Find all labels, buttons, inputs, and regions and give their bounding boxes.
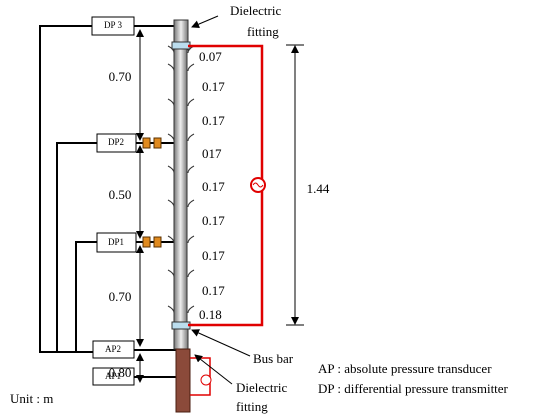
- instrument-label: DP 3: [104, 20, 122, 30]
- tap: [167, 133, 195, 142]
- tap-spacing-label: 0.17: [202, 179, 225, 194]
- leader: [191, 15, 219, 28]
- tap-spacing-label: 0.17: [202, 248, 225, 263]
- leader: [194, 354, 233, 385]
- instrument-label: DP1: [108, 237, 124, 247]
- tap-spacing-label: 0.17: [202, 113, 225, 128]
- tap: [167, 269, 195, 278]
- annotation: Bus bar: [253, 351, 294, 366]
- tap-spacing-label: 0.17: [202, 213, 225, 228]
- annotation: fitting: [236, 399, 268, 414]
- instrument-box: [92, 340, 135, 359]
- tap: [167, 305, 195, 314]
- instrument-label: AP2: [105, 344, 121, 354]
- tap: [167, 63, 195, 72]
- spacing-label: 0.70: [109, 69, 132, 84]
- tap-spacing-label: 0.17: [202, 283, 225, 298]
- annotation: Dielectric: [236, 380, 287, 395]
- spacing-label: 0.80: [109, 365, 132, 380]
- valves: [142, 137, 162, 248]
- spacing-label: 0.70: [109, 289, 132, 304]
- instrument-box: [96, 133, 137, 153]
- heater-circuit: [188, 44, 266, 396]
- annotation: fitting: [247, 24, 279, 39]
- legend-text: AP : absolute pressure transducer: [318, 361, 492, 376]
- tap-spacing-label: 0.17: [202, 79, 225, 94]
- length-label: 1.44: [307, 181, 330, 196]
- tap-spacing-label: 0.07: [199, 49, 222, 64]
- tap-spacing-label: 017: [202, 146, 222, 161]
- tube: [171, 19, 191, 413]
- legend-text: DP : differential pressure transmitter: [318, 381, 509, 396]
- instrument-box: [92, 367, 135, 386]
- tap: [167, 165, 195, 174]
- unit-label: Unit : m: [10, 391, 53, 406]
- tap: [167, 199, 195, 208]
- instrument-box: [91, 16, 135, 36]
- tap-spacing-label: 0.18: [199, 307, 222, 322]
- spacing-label: 0.50: [109, 187, 132, 202]
- pressure-taps: [167, 45, 195, 314]
- instrument-box: [96, 232, 137, 253]
- tap: [167, 98, 195, 107]
- instrument-label: DP2: [108, 137, 124, 147]
- instrument-label: AP1: [105, 371, 121, 381]
- leader: [191, 329, 251, 357]
- annotation: Dielectric: [230, 3, 281, 18]
- tap: [167, 235, 195, 244]
